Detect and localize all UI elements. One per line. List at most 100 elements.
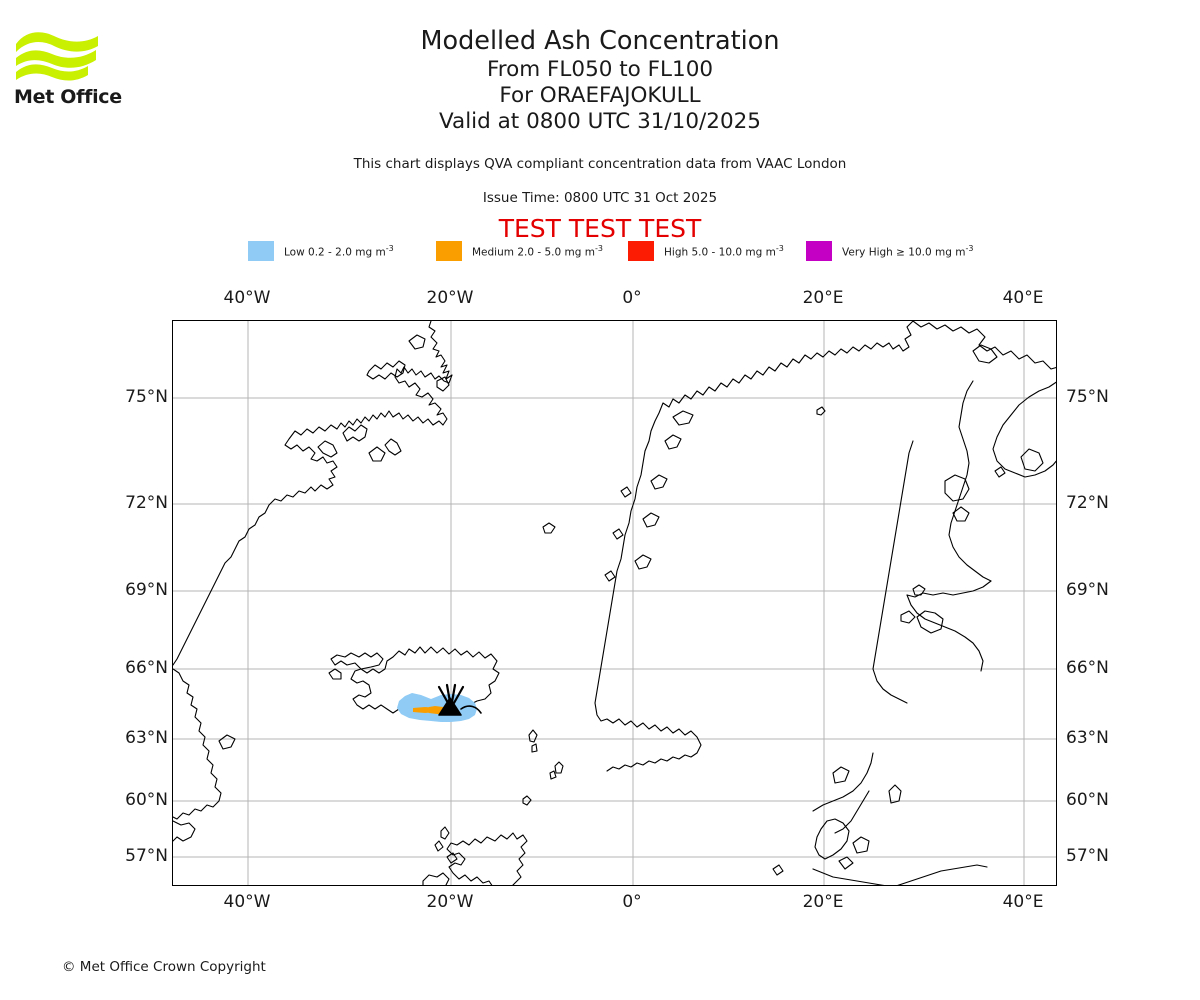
estonia-islands	[900, 610, 916, 624]
y-tick-right-2: 69°N	[1066, 580, 1109, 600]
oslofjord-detail	[832, 766, 850, 784]
y-tick-left-4: 63°N	[125, 728, 168, 748]
ireland-coast	[422, 872, 450, 885]
greenland-bay-detail	[218, 734, 236, 750]
iceland-nw-peninsula	[330, 652, 384, 670]
y-tick-right-5: 60°N	[1066, 790, 1109, 810]
jan-mayen-island	[542, 522, 556, 534]
greenland-inlet-e	[408, 334, 426, 350]
scotland-west-islet	[446, 852, 458, 864]
legend-item-low: Low 0.2 - 2.0 mg m-3	[248, 240, 394, 262]
germany-north-coast	[812, 868, 885, 885]
legend-swatch-high	[628, 241, 654, 261]
greenland-southwest-coast	[173, 668, 222, 820]
white-sea-islet	[994, 466, 1006, 478]
faroe-islet	[549, 770, 557, 780]
norway-fjord-d	[634, 554, 652, 570]
gotland-island	[888, 784, 902, 804]
great-britain-coast	[446, 832, 528, 885]
x-tick-top-2: 0°	[622, 288, 642, 308]
x-tick-top-0: 40°W	[223, 288, 271, 308]
valid-time: Valid at 0800 UTC 31/10/2025	[438, 109, 761, 134]
x-tick-bottom-0: 40°W	[223, 892, 271, 912]
y-tick-left-0: 75°N	[125, 387, 168, 407]
y-tick-left-1: 72°N	[125, 493, 168, 513]
y-tick-left-3: 66°N	[125, 658, 168, 678]
x-tick-bottom-2: 0°	[622, 892, 642, 912]
norway-islet-c	[604, 570, 616, 582]
sweden-east-coast	[872, 440, 914, 704]
gulf-of-riga	[916, 610, 944, 634]
x-tick-top-4: 40°E	[1002, 288, 1044, 308]
greenland-coast	[173, 321, 453, 666]
x-tick-bottom-4: 40°E	[1002, 892, 1044, 912]
concentration-legend: Low 0.2 - 2.0 mg m-3 Medium 2.0 - 5.0 mg…	[248, 240, 1008, 262]
legend-swatch-low	[248, 241, 274, 261]
met-office-logo-text: Met Office	[14, 86, 122, 108]
y-tick-left-6: 57°N	[125, 846, 168, 866]
chart-title-block: Modelled Ash Concentration From FL050 to…	[140, 26, 1060, 135]
norway-fjord-a	[664, 434, 682, 450]
legend-label-low: Low 0.2 - 2.0 mg m-3	[284, 243, 394, 259]
y-tick-right-4: 63°N	[1066, 728, 1109, 748]
hebrides-islet-b	[434, 840, 444, 852]
greenland-south-tip	[173, 820, 196, 842]
legend-swatch-medium	[436, 241, 462, 261]
x-tick-top-3: 20°E	[802, 288, 844, 308]
flight-level-range: From FL050 to FL100	[486, 57, 714, 82]
met-office-logo: Met Office	[14, 28, 134, 118]
iceland-fjord-detail	[328, 668, 342, 680]
x-tick-top-1: 20°W	[426, 288, 474, 308]
white-sea-inner	[1020, 448, 1044, 472]
copyright-footer: © Met Office Crown Copyright	[62, 959, 266, 975]
y-tick-right-6: 57°N	[1066, 846, 1109, 866]
norway-fjord-c	[642, 512, 660, 528]
lake-region-a	[944, 474, 970, 502]
issue-time: Issue Time: 0800 UTC 31 Oct 2025	[482, 190, 718, 206]
norway-coast	[594, 321, 914, 772]
map-panel[interactable]: 40°W 20°W 0° 20°E 40°E 40°W 20°W 0° 20°E…	[125, 288, 1109, 912]
north-sea-islet	[772, 864, 784, 876]
legend-label-very-high: Very High ≥ 10.0 mg m-3	[842, 243, 974, 259]
lofoten-islands	[672, 410, 694, 426]
aland-islands	[912, 584, 926, 596]
met-office-waves-icon	[16, 32, 98, 81]
skagerrak-coast	[812, 752, 874, 812]
gulf-of-bothnia-east	[948, 380, 992, 582]
norway-fjord-b	[650, 474, 668, 490]
legend-swatch-very-high	[806, 241, 832, 261]
lake-region-b	[952, 506, 970, 522]
y-tick-right-3: 66°N	[1066, 658, 1109, 678]
kola-inner-bay	[972, 344, 998, 364]
norway-islet-a	[620, 486, 632, 498]
page-title: Modelled Ash Concentration	[420, 26, 780, 56]
qva-strapline: This chart displays QVA compliant concen…	[353, 156, 847, 172]
y-tick-right-0: 75°N	[1066, 387, 1109, 407]
baltic-south-coast	[897, 864, 988, 885]
norway-islet-b	[612, 528, 624, 540]
greenland-fjord-d	[368, 446, 386, 462]
greenland-fjord-b	[384, 438, 402, 456]
white-sea-coast	[992, 381, 1056, 478]
legend-item-high: High 5.0 - 10.0 mg m-3	[628, 240, 784, 262]
greenland-fjord-c	[317, 440, 338, 458]
denmark-islet	[838, 856, 854, 870]
volcano-icon	[437, 683, 482, 716]
faroe-islands	[554, 761, 564, 774]
x-tick-bottom-1: 20°W	[426, 892, 474, 912]
shetland-islet	[531, 743, 538, 753]
shetland-islands	[528, 729, 538, 743]
map-canvas	[173, 321, 1056, 885]
orkney-islands	[522, 795, 532, 806]
legend-item-very-high: Very High ≥ 10.0 mg m-3	[806, 240, 973, 262]
greenland-fjord-a	[342, 424, 368, 442]
map-plot-area[interactable]	[172, 320, 1057, 886]
legend-item-medium: Medium 2.0 - 5.0 mg m-3	[436, 240, 603, 262]
y-tick-left-5: 60°N	[125, 790, 168, 810]
legend-label-medium: Medium 2.0 - 5.0 mg m-3	[472, 243, 603, 259]
y-tick-right-1: 72°N	[1066, 493, 1109, 513]
y-tick-left-2: 69°N	[125, 580, 168, 600]
volcano-name: For ORAEFAJOKULL	[499, 83, 701, 108]
baltic-coast	[906, 594, 984, 672]
greenland-fjords-upper	[366, 360, 406, 380]
